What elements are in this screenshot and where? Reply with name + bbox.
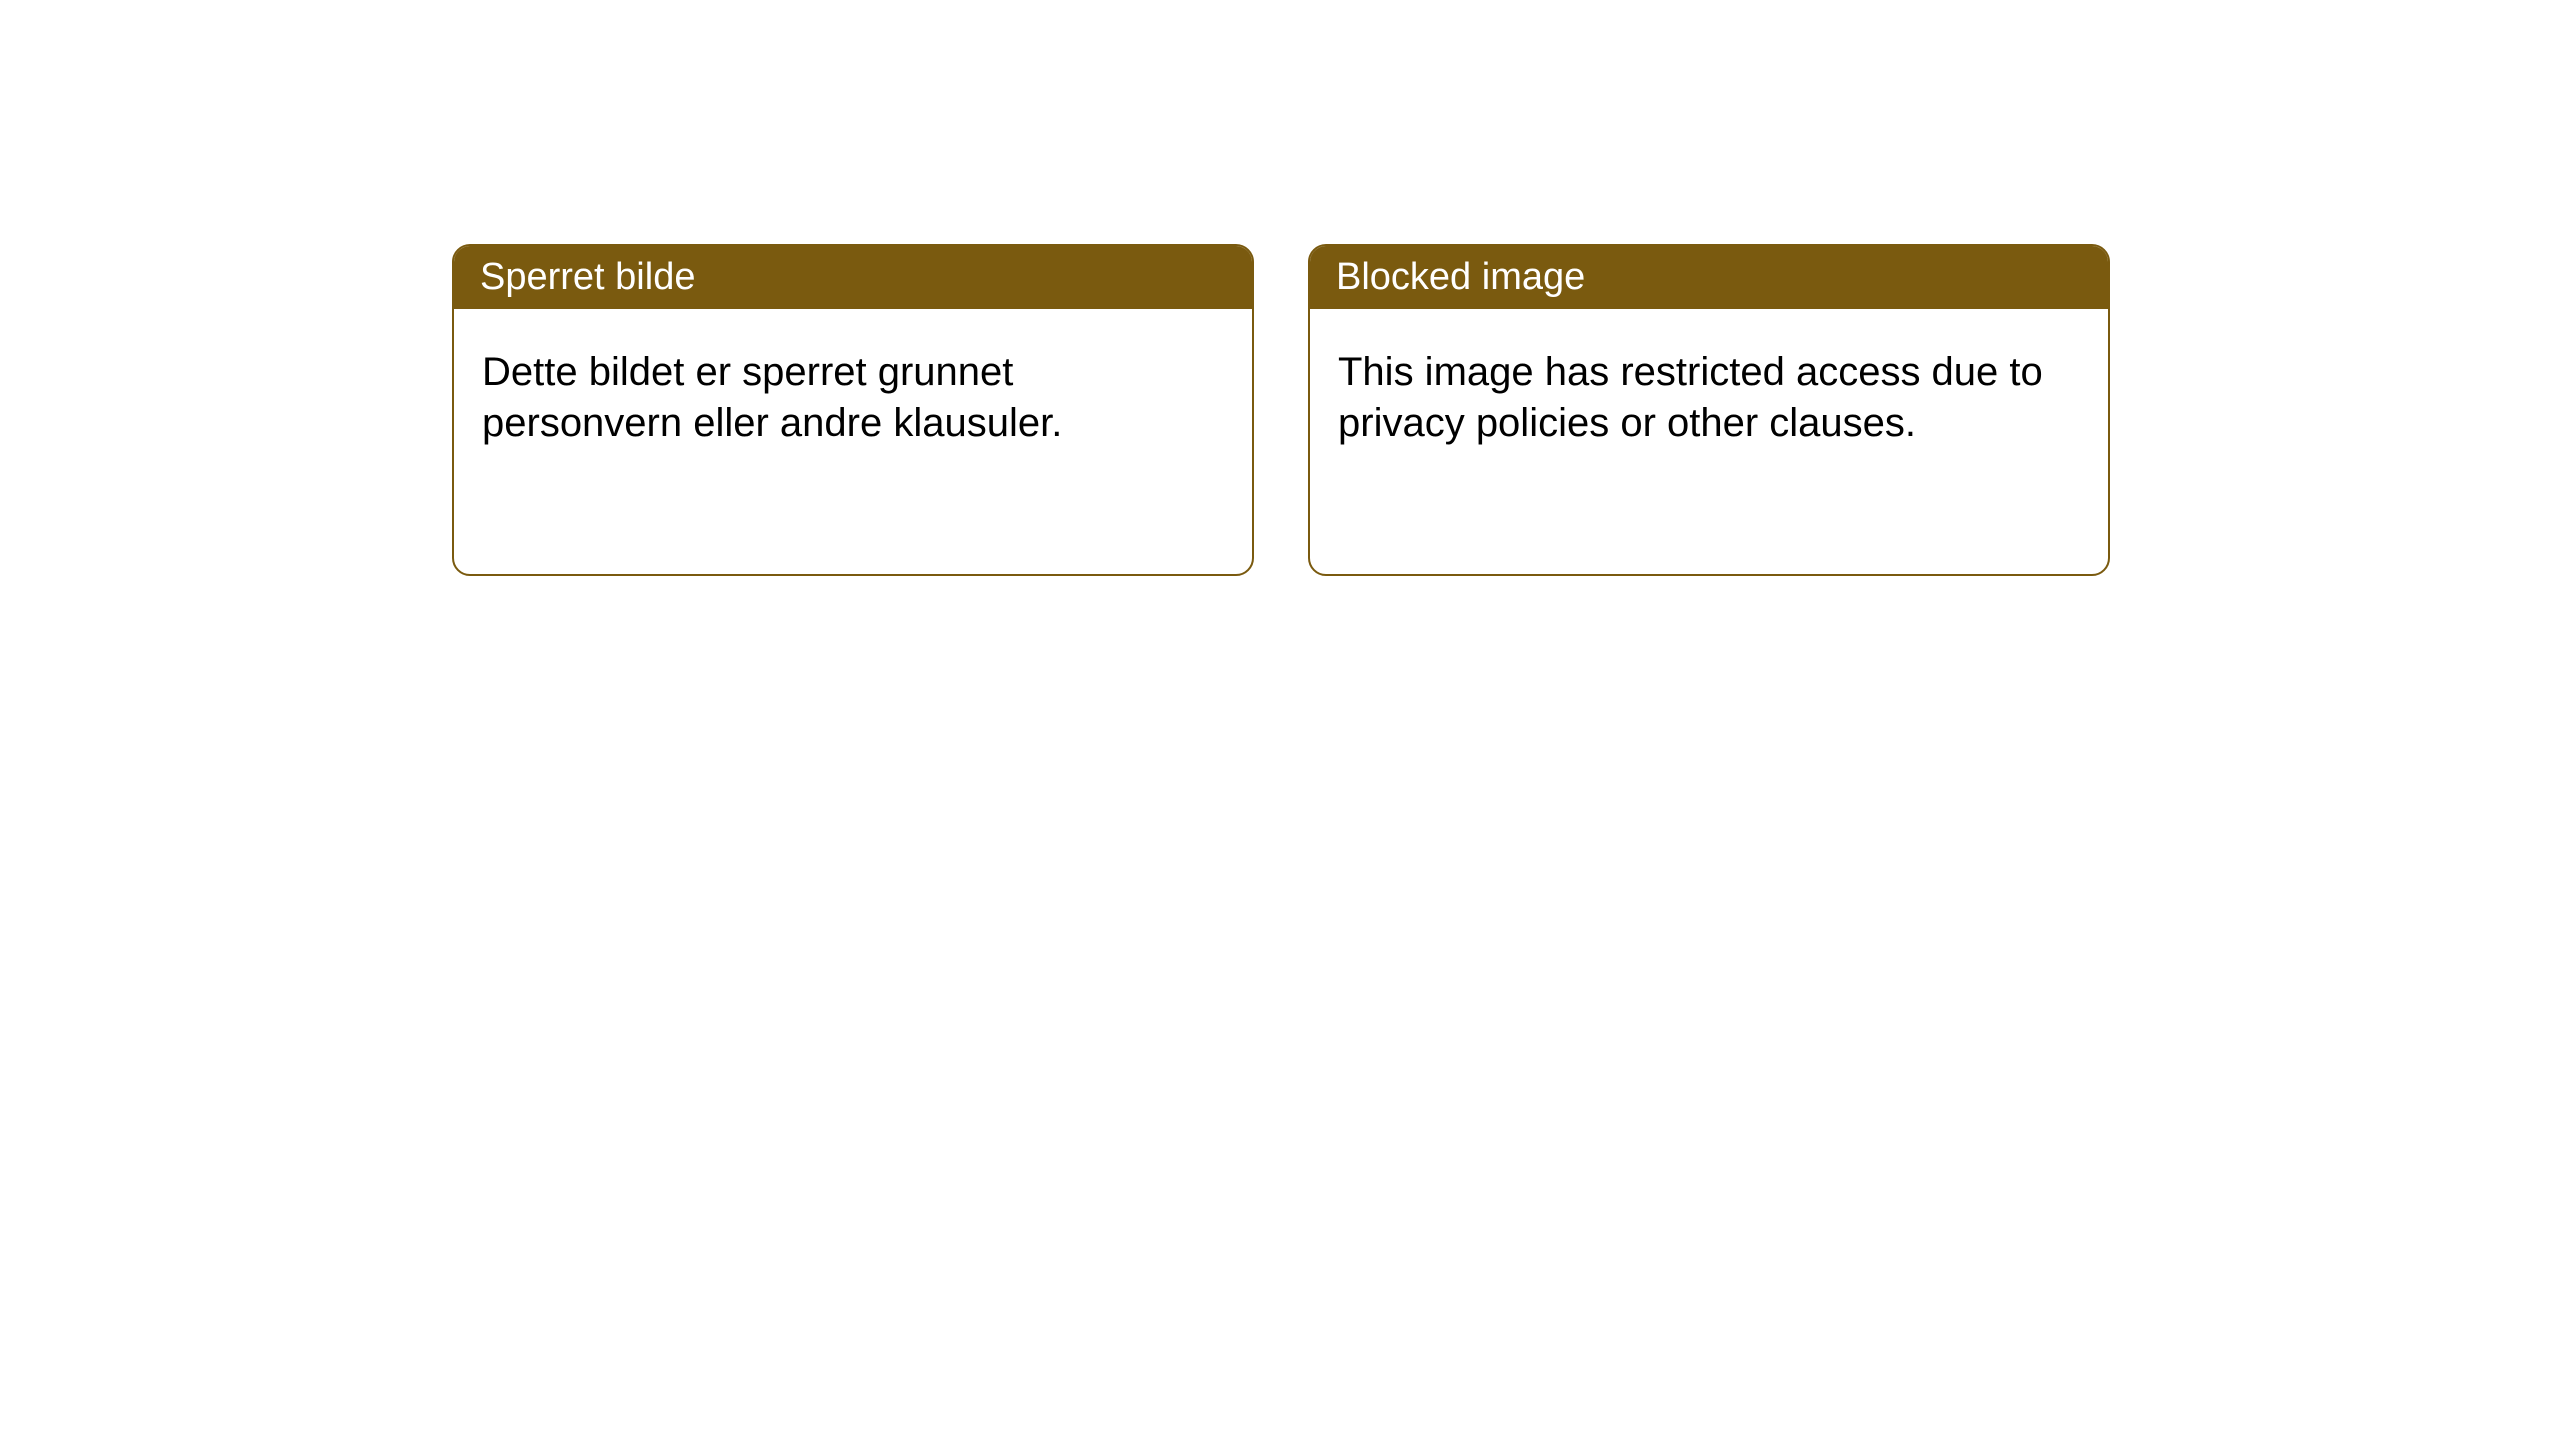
notice-container: Sperret bilde Dette bildet er sperret gr… — [0, 0, 2560, 576]
notice-header: Sperret bilde — [454, 246, 1252, 309]
notice-body: This image has restricted access due to … — [1310, 309, 2108, 487]
notice-header: Blocked image — [1310, 246, 2108, 309]
notice-box-english: Blocked image This image has restricted … — [1308, 244, 2110, 576]
notice-body: Dette bildet er sperret grunnet personve… — [454, 309, 1252, 487]
notice-box-norwegian: Sperret bilde Dette bildet er sperret gr… — [452, 244, 1254, 576]
